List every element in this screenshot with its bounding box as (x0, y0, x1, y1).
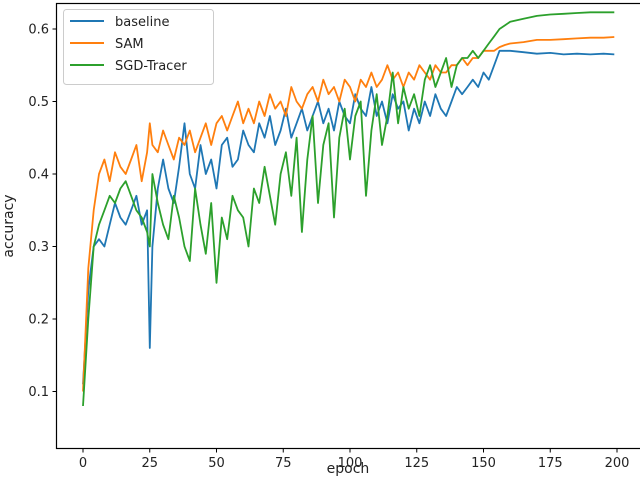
x-tick-label: 0 (79, 456, 87, 471)
y-tick-label: 0.1 (28, 385, 49, 400)
plot-frame (55, 2, 640, 450)
y-tick-label: 0.4 (28, 168, 49, 183)
x-tick-label: 125 (404, 456, 429, 471)
series-line-sgd-tracer (82, 11, 615, 407)
x-tick-label: 100 (338, 456, 363, 471)
plot-series (82, 11, 615, 407)
y-axis-ticks: 0.1 0.2 0.3 0.4 0.5 0.6 (28, 23, 57, 400)
y-tick-label: 0.3 (28, 240, 49, 255)
x-tick-label: 150 (471, 456, 496, 471)
x-axis-ticks: 0 25 50 75 100 125 150 175 200 (79, 448, 630, 471)
x-tick-label: 200 (605, 456, 630, 471)
y-axis-label: accuracy (1, 194, 17, 257)
legend: baseline SAM SGD-Tracer (63, 9, 214, 85)
y-tick-label: 0.6 (28, 23, 49, 38)
x-tick-label: 25 (141, 456, 158, 471)
y-tick-label: 0.2 (28, 313, 49, 328)
legend-label: SGD-Tracer (115, 59, 187, 74)
legend-label: SAM (115, 37, 144, 52)
legend-label: baseline (115, 15, 169, 30)
x-tick-label: 75 (275, 456, 292, 471)
series-line-baseline (82, 49, 615, 385)
y-tick-label: 0.5 (28, 95, 49, 110)
x-tick-label: 50 (208, 456, 225, 471)
x-axis-label: epoch (327, 461, 370, 477)
x-tick-label: 175 (538, 456, 563, 471)
series-line-sam (82, 36, 615, 392)
